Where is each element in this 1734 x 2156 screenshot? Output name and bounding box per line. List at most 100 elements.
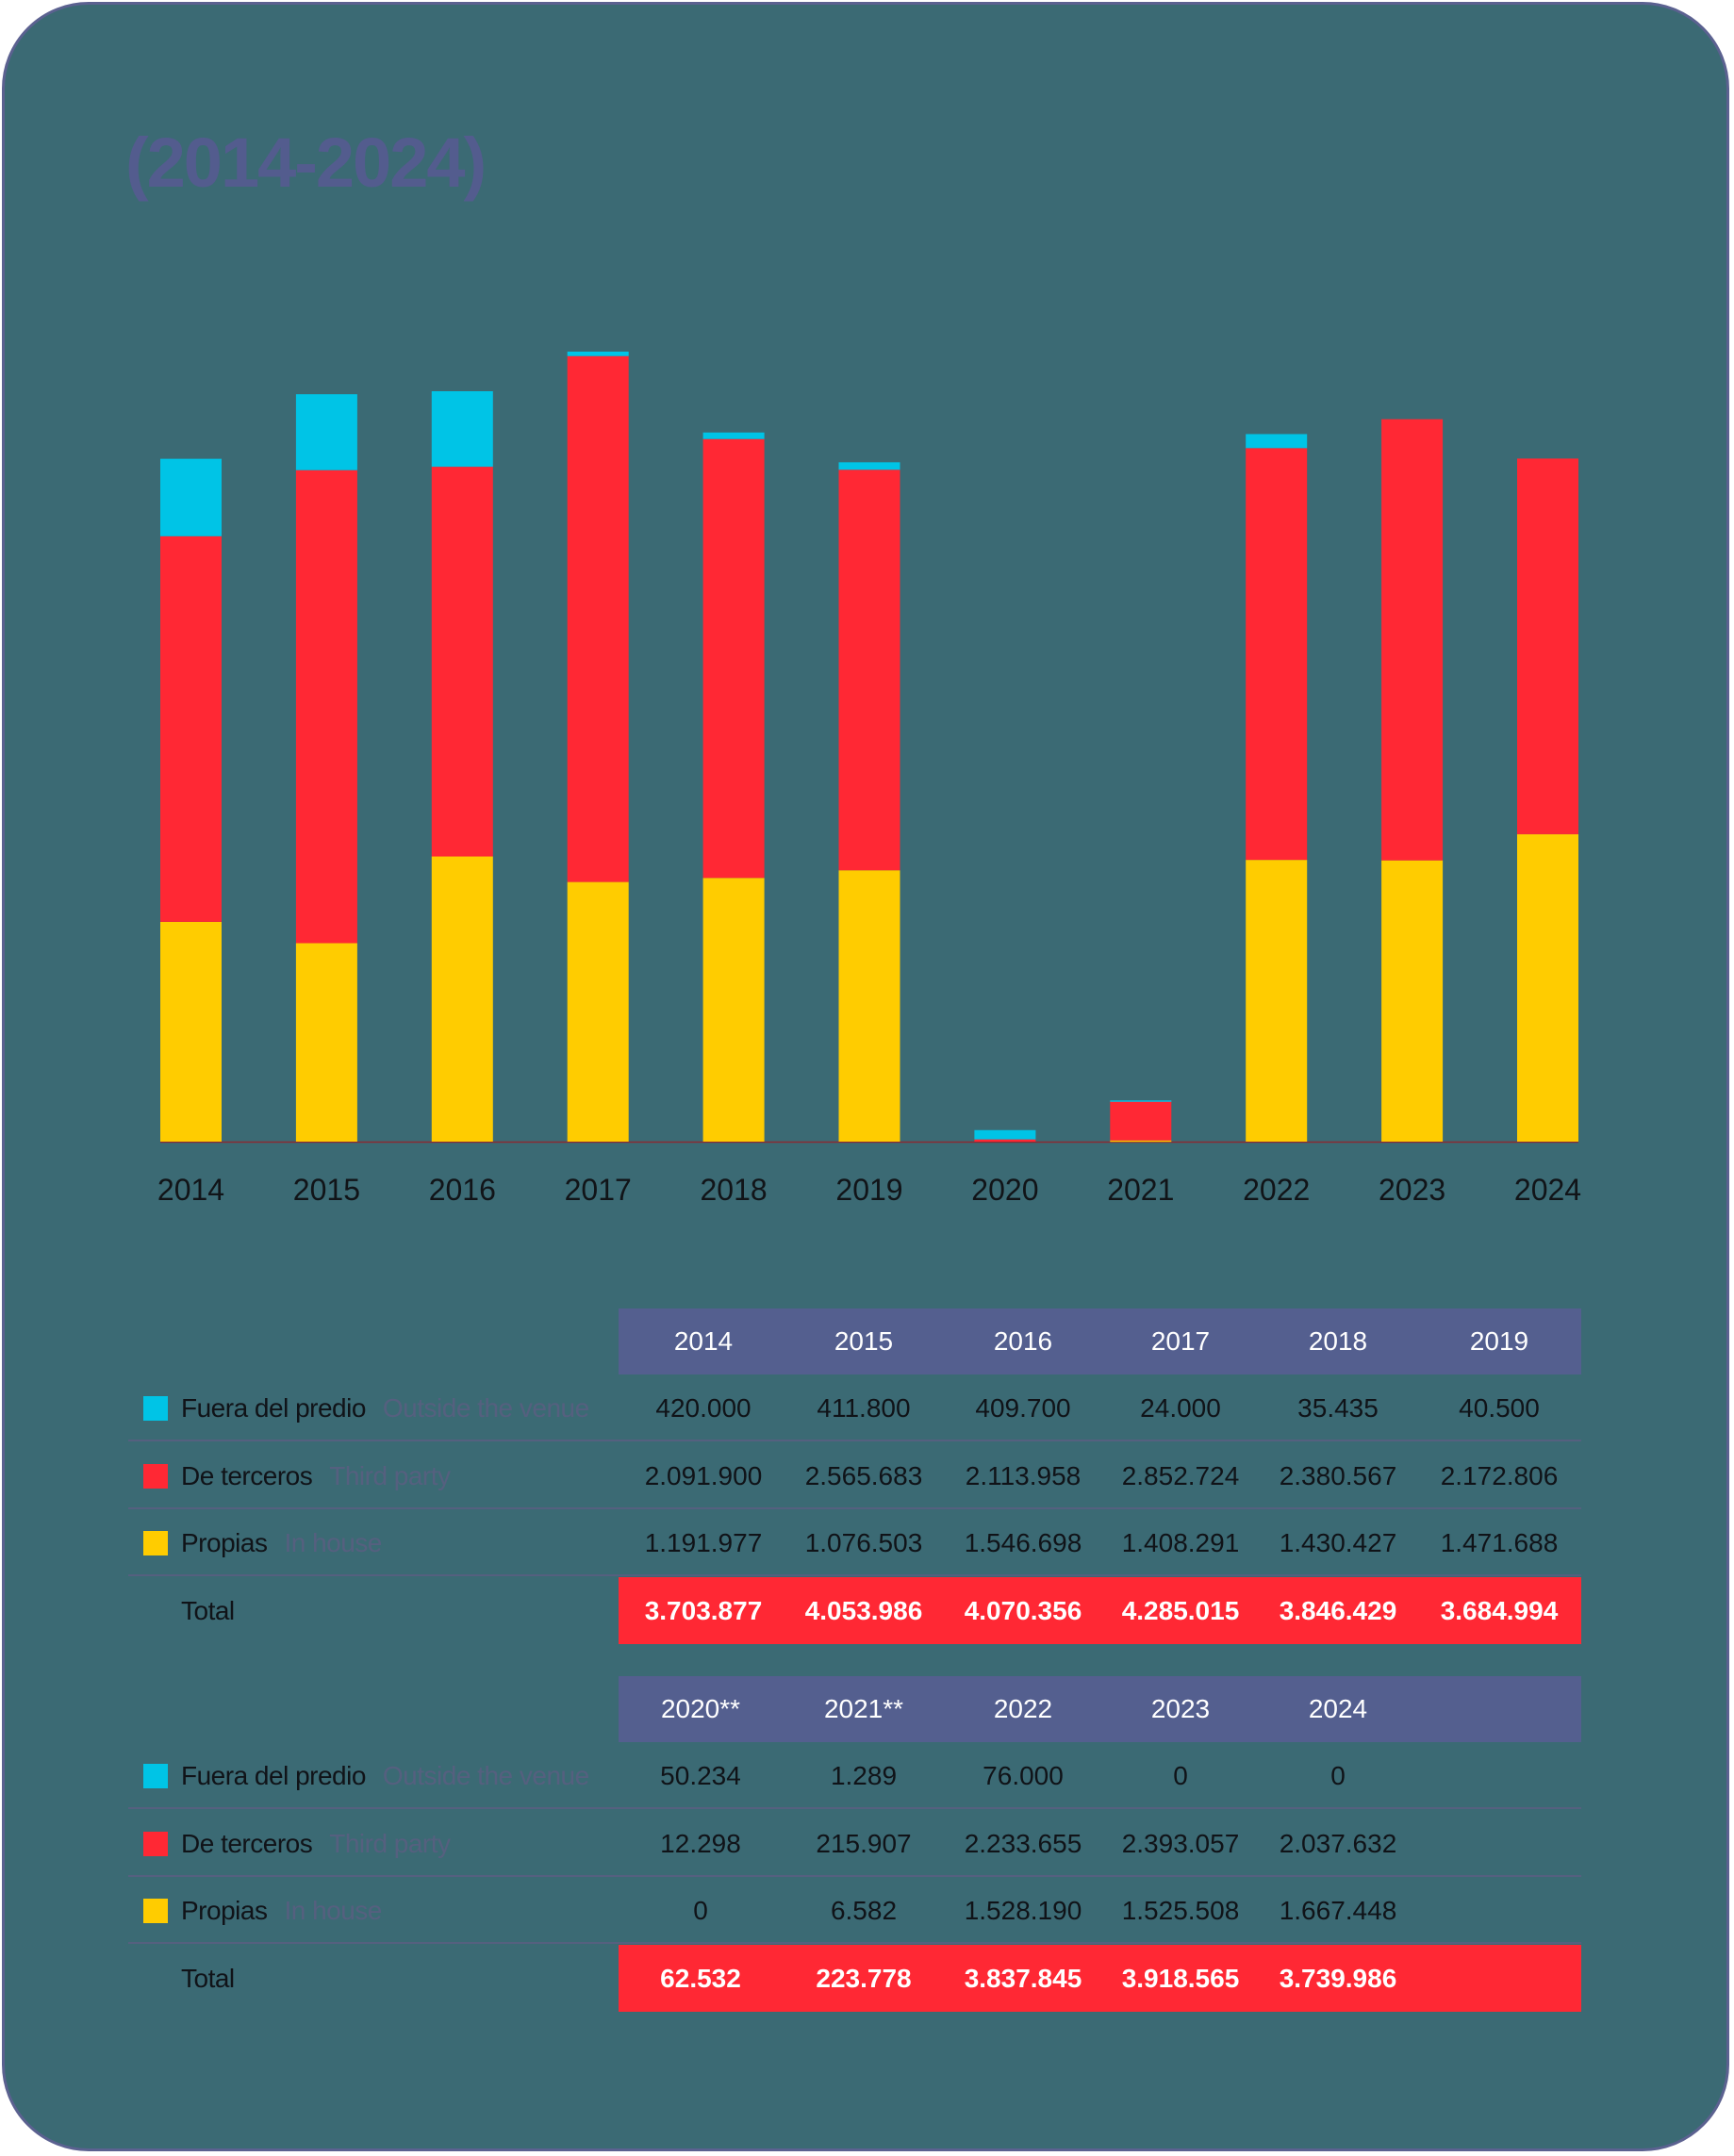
bar-segment-2014-de-terceros bbox=[160, 535, 222, 922]
x-tick-label: 2017 bbox=[565, 1173, 632, 1207]
x-tick-label: 2023 bbox=[1379, 1173, 1445, 1207]
table-cell: 50.234 bbox=[660, 1761, 741, 1790]
row-label-english: Outside the venue bbox=[382, 1393, 589, 1423]
table-row-total: Total 62.532 223.778 3.837.845 3.918.565 3.73… bbox=[128, 1944, 1581, 2012]
row-label: De terceros Third party bbox=[181, 1442, 451, 1509]
legend-swatch-outside bbox=[143, 1764, 168, 1788]
table-cell: 223.778 bbox=[816, 1963, 912, 1993]
x-tick-label: 2019 bbox=[835, 1173, 902, 1207]
legend-swatch-third bbox=[143, 1831, 168, 1856]
table-cell: 2.852.724 bbox=[1121, 1460, 1240, 1490]
table-cell: 2.113.958 bbox=[965, 1460, 1082, 1490]
table-cell: 4.285.015 bbox=[1121, 1595, 1240, 1625]
total-highlight bbox=[619, 1576, 1581, 1644]
table-cell: 420.000 bbox=[655, 1393, 751, 1423]
row-label-text: Propias bbox=[181, 1528, 268, 1557]
table-cell: 1.471.688 bbox=[1440, 1528, 1559, 1557]
table-cell: 215.907 bbox=[816, 1828, 912, 1858]
bar-segment-2016-propias bbox=[431, 856, 493, 1142]
column-header-year: 2022 bbox=[993, 1694, 1053, 1723]
table-cell: 40.500 bbox=[1459, 1393, 1540, 1423]
column-header-year: 2020** bbox=[660, 1694, 741, 1723]
bar-segment-2017-fuera-del-predio bbox=[567, 352, 629, 356]
row-label-text: De terceros bbox=[181, 1460, 313, 1490]
table-row-third: De terceros Third party 12.298 215.907 2.233… bbox=[128, 1810, 1581, 1877]
bar-segment-2023-de-terceros bbox=[1381, 419, 1444, 861]
table-cell: 3.918.565 bbox=[1121, 1963, 1240, 1993]
table-row-total: Total 3.703.877 4.053.986 4.070.356 4.285.01… bbox=[128, 1576, 1581, 1644]
table-cell: 1.289 bbox=[830, 1761, 898, 1790]
row-label-english: Third party bbox=[329, 1460, 451, 1490]
table-cell: 2.393.057 bbox=[1121, 1828, 1240, 1858]
bar-segment-2021-de-terceros bbox=[1110, 1100, 1172, 1141]
bar-segment-2019-fuera-del-predio bbox=[838, 462, 900, 470]
x-tick-label: 2022 bbox=[1243, 1173, 1310, 1207]
table-row-inhouse: Propias In house 1.191.977 1.076.503 1.546.6… bbox=[128, 1509, 1581, 1576]
bar-segment-2017-propias bbox=[567, 881, 629, 1142]
table-cell: 2.172.806 bbox=[1440, 1460, 1559, 1490]
bar-segment-2019-de-terceros bbox=[838, 469, 900, 871]
column-header-year: 2015 bbox=[834, 1326, 894, 1356]
bar-segment-2015-propias bbox=[295, 943, 357, 1142]
x-tick-label: 2014 bbox=[157, 1173, 224, 1207]
row-label: Propias In house bbox=[181, 1877, 382, 1944]
chart-title: (2014-2024) bbox=[125, 123, 487, 202]
table-cell: 3.837.845 bbox=[964, 1963, 1082, 1993]
table-row-third: De terceros Third party 2.091.900 2.565.683… bbox=[128, 1442, 1581, 1509]
table-cell: 2.091.900 bbox=[644, 1460, 763, 1490]
bar-segment-2023-propias bbox=[1381, 860, 1444, 1142]
table-cell: 0 bbox=[693, 1896, 708, 1925]
table-cell: 1.546.698 bbox=[964, 1528, 1082, 1557]
table-cell: 62.532 bbox=[660, 1963, 741, 1993]
row-label: De terceros Third party bbox=[181, 1810, 451, 1877]
x-tick-label: 2018 bbox=[701, 1173, 768, 1207]
legend-swatch-inhouse bbox=[143, 1899, 168, 1923]
bar-segment-2015-de-terceros bbox=[295, 469, 357, 944]
column-header-year: 2016 bbox=[993, 1326, 1053, 1356]
bar-segment-2018-propias bbox=[702, 878, 765, 1142]
bar-segment-2024-propias bbox=[1517, 833, 1578, 1142]
table-cell: 12.298 bbox=[660, 1828, 741, 1858]
table-row-outside: Fuera del predio Outside the venue 420.000… bbox=[128, 1374, 1581, 1441]
table-cell: 411.800 bbox=[817, 1393, 911, 1423]
row-label: Total bbox=[181, 1577, 235, 1644]
column-header-year: 2024 bbox=[1308, 1694, 1368, 1723]
column-header-year: 2018 bbox=[1308, 1326, 1368, 1356]
bar-segment-2021-fuera-del-predio bbox=[1110, 1100, 1172, 1102]
row-label-text: De terceros bbox=[181, 1828, 313, 1858]
bar-segment-2024-de-terceros bbox=[1517, 458, 1578, 834]
table-cell: 35.435 bbox=[1297, 1393, 1379, 1423]
legend-swatch-third bbox=[143, 1463, 168, 1489]
x-tick-label: 2020 bbox=[971, 1173, 1038, 1207]
table-cell: 2.233.655 bbox=[964, 1828, 1082, 1858]
column-header-year: 2014 bbox=[673, 1326, 734, 1356]
table-cell: 2.037.632 bbox=[1279, 1828, 1397, 1858]
bar-segment-2016-fuera-del-predio bbox=[431, 390, 493, 468]
table-cell: 3.846.429 bbox=[1279, 1595, 1397, 1625]
bar-segment-2022-de-terceros bbox=[1246, 448, 1308, 861]
table-cell: 1.528.190 bbox=[964, 1896, 1082, 1925]
total-highlight bbox=[619, 1944, 1581, 2012]
table-cell: 1.076.503 bbox=[804, 1528, 923, 1557]
table-cell: 24.000 bbox=[1140, 1393, 1221, 1423]
table-cell: 2.380.567 bbox=[1279, 1460, 1397, 1490]
bar-segment-2022-fuera-del-predio bbox=[1246, 434, 1308, 449]
bar-segment-2018-de-terceros bbox=[702, 438, 765, 879]
table-cell: 1.408.291 bbox=[1121, 1528, 1240, 1557]
row-label-text: Total bbox=[181, 1963, 235, 1993]
row-label-text: Total bbox=[181, 1595, 235, 1625]
table-cell: 76.000 bbox=[983, 1761, 1064, 1790]
bar-segment-2021-propias bbox=[1110, 1140, 1172, 1143]
row-label: Propias In house bbox=[181, 1509, 382, 1576]
column-header-year: 2023 bbox=[1150, 1694, 1211, 1723]
row-label-text: Fuera del predio bbox=[181, 1393, 366, 1423]
table-header: 2020** 2021** 2022 2023 2024 bbox=[619, 1676, 1581, 1742]
table-cell: 1.191.977 bbox=[644, 1528, 763, 1557]
column-header-year: 2017 bbox=[1150, 1326, 1211, 1356]
bar-segment-2016-de-terceros bbox=[431, 467, 493, 857]
x-tick-label: 2015 bbox=[293, 1173, 360, 1207]
bar-segment-2014-propias bbox=[160, 921, 222, 1142]
column-header-year: 2021** bbox=[823, 1694, 904, 1723]
row-label-english: In house bbox=[284, 1896, 382, 1925]
bar-segment-2020-fuera-del-predio bbox=[974, 1129, 1036, 1140]
